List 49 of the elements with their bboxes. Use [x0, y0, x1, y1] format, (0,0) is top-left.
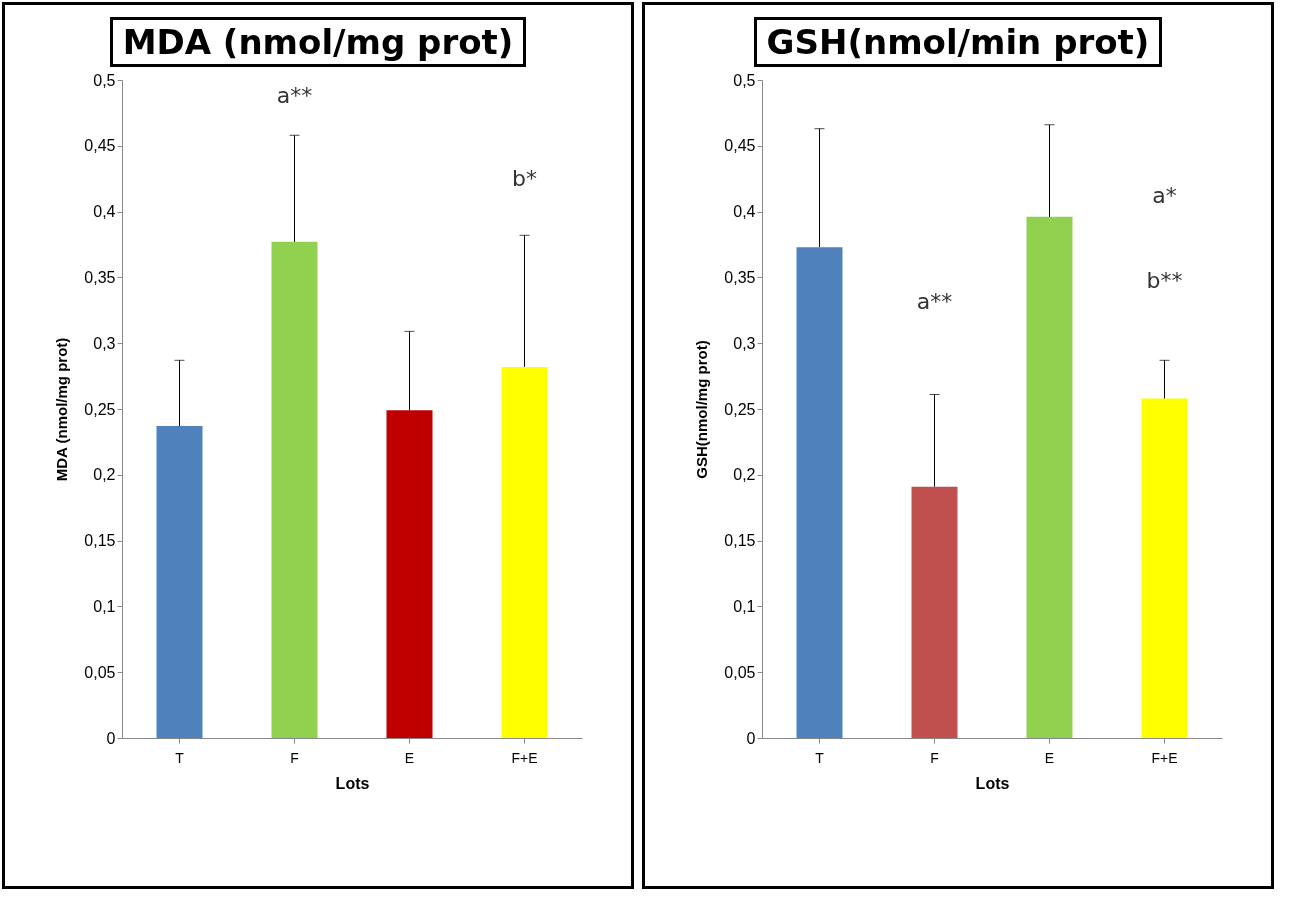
x-tick-label: E [404, 749, 415, 766]
bar [501, 366, 548, 738]
y-tick-label: 0,05 [84, 663, 116, 681]
x-tick-label: F+E [511, 749, 538, 766]
y-tick-label: 0,45 [724, 137, 756, 155]
x-axis-title: Lots [975, 774, 1010, 792]
y-tick-label: 0,35 [84, 268, 116, 286]
y-tick-label: 0,2 [733, 466, 756, 484]
y-tick-label: 0,45 [84, 137, 116, 155]
x-axis-title: Lots [335, 774, 370, 792]
annotation: a** [276, 83, 313, 108]
y-tick-label: 0,1 [733, 597, 756, 615]
y-axis-title: GSH(nmol/mg prot) [693, 340, 711, 479]
annotation: b** [1146, 268, 1183, 293]
y-tick-label: 0,4 [733, 203, 756, 221]
bar [1026, 216, 1073, 738]
y-tick-label: 0,15 [724, 532, 756, 550]
y-tick-label: 0,15 [84, 532, 116, 550]
y-tick-label: 0,5 [733, 71, 756, 89]
annotation: a* [1152, 183, 1177, 208]
x-tick-label: F [930, 749, 939, 766]
chart-title: GSH(nmol/min prot) [753, 17, 1163, 67]
y-tick-label: 0,3 [733, 334, 756, 352]
x-tick-label: F+E [1151, 749, 1178, 766]
x-tick-label: T [815, 749, 825, 766]
y-tick-label: 0,05 [724, 663, 756, 681]
bar [156, 426, 203, 738]
x-tick-label: F [290, 749, 299, 766]
y-tick-label: 0,35 [724, 268, 756, 286]
bar [386, 410, 433, 738]
y-tick-label: 0,2 [93, 466, 116, 484]
bar [911, 486, 958, 738]
bar [796, 247, 843, 738]
bar [271, 241, 318, 738]
y-tick-label: 0,4 [93, 203, 116, 221]
y-tick-label: 0,3 [93, 334, 116, 352]
bar [1141, 398, 1188, 738]
x-tick-label: T [175, 749, 185, 766]
x-tick-label: E [1044, 749, 1055, 766]
annotation: b* [512, 166, 537, 191]
y-axis-title: MDA (nmol/mg prot) [53, 337, 71, 482]
y-tick-label: 0,5 [93, 71, 116, 89]
y-tick-label: 0,25 [84, 400, 116, 418]
y-tick-label: 0 [106, 729, 116, 747]
y-tick-label: 0,1 [93, 597, 116, 615]
y-tick-label: 0,25 [724, 400, 756, 418]
y-tick-label: 0 [746, 729, 756, 747]
chart-title: MDA (nmol/mg prot) [109, 17, 527, 67]
annotation: a** [916, 289, 953, 314]
